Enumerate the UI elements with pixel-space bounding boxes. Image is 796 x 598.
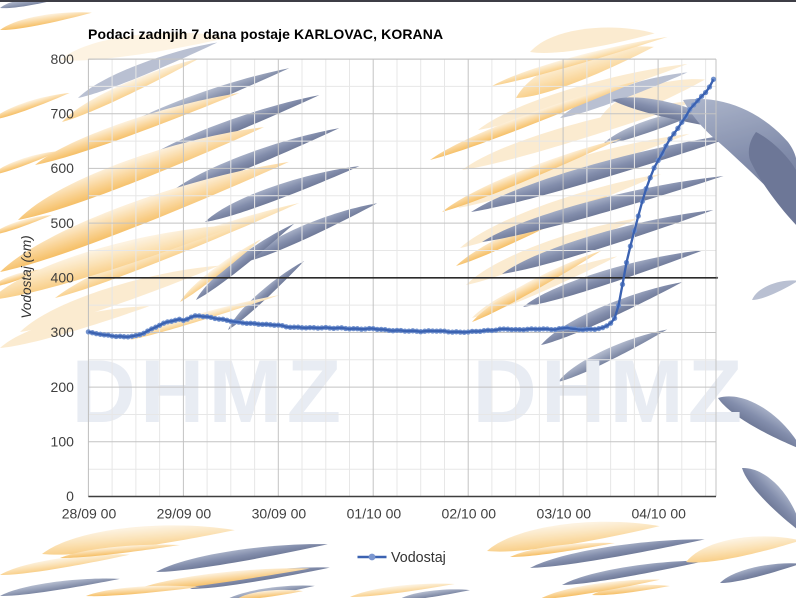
svg-text:01/10 00: 01/10 00: [347, 506, 402, 522]
svg-text:04/10 00: 04/10 00: [631, 506, 686, 522]
svg-text:02/10 00: 02/10 00: [442, 506, 497, 522]
svg-text:29/09 00: 29/09 00: [157, 506, 212, 522]
svg-text:400: 400: [51, 270, 75, 286]
svg-text:Vodostaj (cm): Vodostaj (cm): [19, 235, 34, 318]
svg-text:100: 100: [51, 434, 75, 450]
svg-text:28/09 00: 28/09 00: [62, 506, 117, 522]
svg-text:700: 700: [51, 106, 75, 122]
svg-text:300: 300: [51, 324, 75, 340]
svg-text:DHMZ: DHMZ: [72, 341, 346, 441]
svg-text:Podaci zadnjih 7 dana postaje: Podaci zadnjih 7 dana postaje KARLOVAC, …: [88, 26, 443, 42]
svg-text:Vodostaj: Vodostaj: [391, 550, 446, 566]
svg-text:0: 0: [66, 488, 74, 504]
svg-text:30/09 00: 30/09 00: [252, 506, 307, 522]
svg-text:DHMZ: DHMZ: [473, 341, 747, 441]
svg-text:600: 600: [51, 160, 75, 176]
svg-text:200: 200: [51, 379, 75, 395]
svg-text:800: 800: [51, 51, 75, 67]
svg-text:500: 500: [51, 215, 75, 231]
svg-text:03/10 00: 03/10 00: [537, 506, 592, 522]
